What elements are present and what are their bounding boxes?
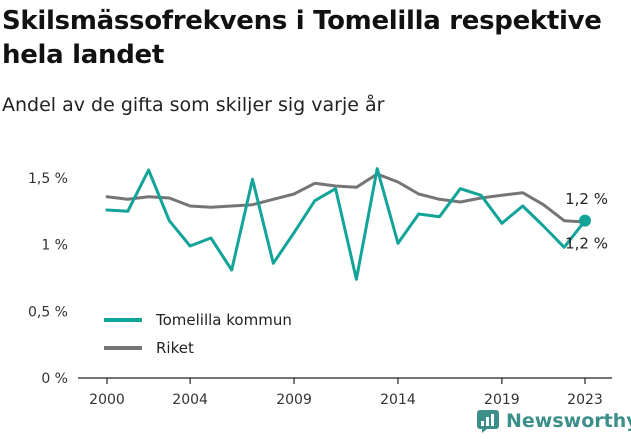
x-tick-label: 2004	[172, 392, 208, 408]
y-axis: 0 % 0,5 % 1 % 1,5 %	[28, 171, 68, 387]
end-point-marker	[579, 214, 591, 227]
chart-legend: Tomelilla kommun Riket	[104, 311, 292, 357]
x-tick-label: 2019	[484, 392, 520, 408]
y-tick-label: 0 %	[41, 371, 68, 387]
legend-label: Tomelilla kommun	[155, 311, 292, 329]
brand: Newsworthy	[476, 409, 631, 433]
end-labels: 1,2 % 1,2 %	[565, 190, 608, 253]
y-tick-label: 1,5 %	[28, 171, 68, 187]
x-tick-label: 2023	[567, 392, 603, 408]
newsworthy-logo-icon	[477, 410, 499, 433]
series-line-tomelilla	[105, 167, 587, 281]
y-tick-label: 1 %	[41, 238, 68, 254]
x-axis: 2000 2004 2009 2014 2019 2023	[78, 377, 612, 408]
x-tick-label: 2009	[276, 392, 312, 408]
legend-label: Riket	[156, 339, 194, 357]
chart-series	[105, 167, 591, 281]
series-line-riket	[105, 172, 587, 224]
chart-title: Skilsmässofrekvens i Tomelilla respektiv…	[2, 6, 602, 70]
y-tick-label: 0,5 %	[28, 304, 68, 320]
x-tick-label: 2000	[89, 392, 125, 408]
end-label-tomelilla: 1,2 %	[565, 235, 608, 253]
x-tick-label: 2014	[380, 392, 416, 408]
brand-name: Newsworthy	[506, 410, 631, 432]
chart-subtitle: Andel av de gifta som skiljer sig varje …	[2, 94, 385, 116]
end-label-riket: 1,2 %	[565, 190, 608, 208]
